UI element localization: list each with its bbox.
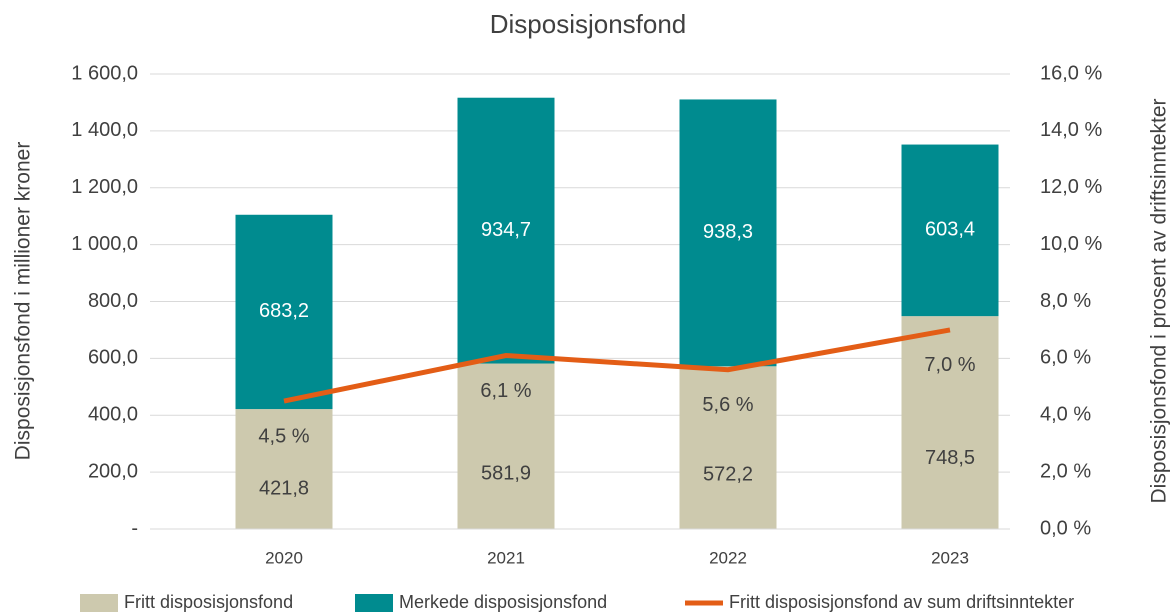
chart-title: Disposisjonsfond: [490, 9, 687, 39]
line: [283, 327, 951, 404]
bar-segment: [679, 366, 777, 529]
data-label: 7,0 %: [924, 354, 975, 376]
bar-segment: [901, 144, 999, 317]
legend-swatch: [355, 594, 393, 612]
bar-segment: [679, 99, 777, 367]
y-tick-label: 1 400,0: [71, 119, 138, 141]
data-label: 683,2: [259, 300, 309, 322]
bar-segment: [901, 316, 999, 529]
x-tick-label: 2022: [709, 548, 747, 567]
data-label: 748,5: [925, 447, 975, 469]
y-tick-label: -: [131, 517, 138, 539]
y-tick-label: 1 200,0: [71, 176, 138, 198]
y2-tick-label: 2,0 %: [1040, 460, 1091, 482]
y2-tick-label: 10,0 %: [1040, 233, 1102, 255]
x-tick-label: 2021: [487, 548, 525, 567]
y2-tick-label: 8,0 %: [1040, 290, 1091, 312]
data-label: 572,2: [703, 464, 753, 486]
y-tick-label: 1 000,0: [71, 233, 138, 255]
y2-tick-label: 0,0 %: [1040, 517, 1091, 539]
bar-segment: [457, 363, 555, 529]
y-tick-label: 800,0: [88, 290, 138, 312]
y2-tick-label: 16,0 %: [1040, 62, 1102, 84]
legend-label: Merkede disposisjonsfond: [399, 592, 607, 612]
legend-label: Fritt disposisjonsfond av sum driftsinnt…: [729, 592, 1074, 612]
data-label: 4,5 %: [258, 425, 309, 447]
data-label: 421,8: [259, 478, 309, 500]
y-tick-label: 1 600,0: [71, 62, 138, 84]
data-label: 6,1 %: [480, 380, 531, 402]
y2-tick-label: 14,0 %: [1040, 119, 1102, 141]
legend-swatch: [685, 600, 723, 606]
bar-segment: [235, 214, 333, 410]
data-label: 934,7: [481, 219, 531, 241]
bar-segment: [457, 97, 555, 364]
bar-segment: [235, 409, 333, 529]
data-label: 581,9: [481, 463, 531, 485]
y-tick-label: 600,0: [88, 347, 138, 369]
y2-axis-title: Disposisjonsfond i prosent av driftsinnt…: [1148, 98, 1171, 503]
legend-label: Fritt disposisjonsfond: [124, 592, 293, 612]
y2-tick-label: 12,0 %: [1040, 176, 1102, 198]
data-label: 603,4: [925, 219, 975, 241]
y-tick-label: 400,0: [88, 404, 138, 426]
data-label: 5,6 %: [702, 394, 753, 416]
x-tick-label: 2023: [931, 548, 969, 567]
data-label: 938,3: [703, 221, 753, 243]
y-tick-label: 200,0: [88, 460, 138, 482]
x-tick-label: 2020: [265, 548, 303, 567]
y-axis-title: Disposisjonsfond i millioner kroner: [12, 142, 35, 461]
y2-tick-label: 4,0 %: [1040, 404, 1091, 426]
y2-tick-label: 6,0 %: [1040, 347, 1091, 369]
legend-swatch: [80, 594, 118, 612]
